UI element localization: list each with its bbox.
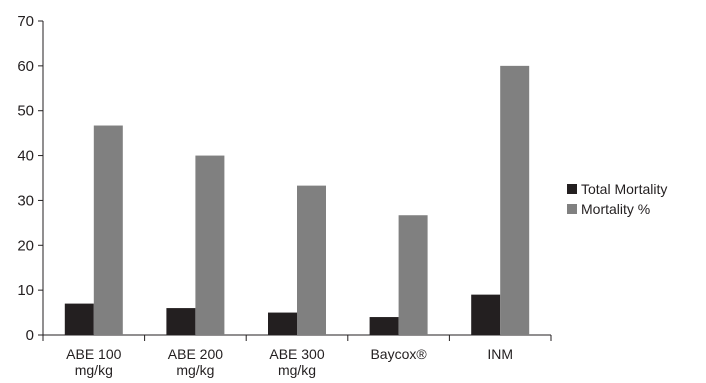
- legend-swatch: [567, 204, 577, 214]
- y-tick-label: 50: [17, 103, 34, 120]
- x-category-label-line: ABE 100: [66, 346, 121, 362]
- x-category-label-line: mg/kg: [75, 362, 113, 378]
- bar: [500, 65, 530, 335]
- x-category-label-line: mg/kg: [176, 362, 214, 378]
- bar: [93, 125, 123, 335]
- x-category-label: ABE 100 mg/kg: [66, 346, 121, 378]
- x-category-label: Baycox®: [370, 346, 427, 362]
- x-category-label-line: Baycox®: [370, 346, 427, 362]
- y-tick-label: 30: [17, 192, 34, 209]
- bars: [64, 65, 530, 335]
- x-category-label-line: ABE 300: [269, 346, 324, 362]
- x-category-label-line: ABE 200: [168, 346, 223, 362]
- x-category-label: INM: [487, 346, 513, 362]
- bar: [64, 303, 94, 335]
- y-axis: 0 10 20 30 40 50 60 70: [17, 13, 44, 344]
- legend-swatch: [567, 184, 577, 194]
- y-tick-label: 0: [26, 327, 34, 344]
- x-category-label: ABE 300 mg/kg: [269, 346, 324, 378]
- x-category-label: ABE 200 mg/kg: [168, 346, 223, 378]
- legend: Total Mortality Mortality %: [567, 181, 667, 217]
- legend-label: Total Mortality: [581, 181, 667, 197]
- bar: [369, 317, 399, 335]
- y-tick-label: 10: [17, 282, 34, 299]
- x-category-label-line: mg/kg: [278, 362, 316, 378]
- y-tick-label: 40: [17, 148, 34, 165]
- bar: [471, 294, 501, 335]
- y-tick-label: 70: [17, 13, 34, 30]
- bar: [268, 312, 297, 335]
- y-tick-label: 20: [17, 237, 34, 254]
- legend-label: Mortality %: [581, 201, 650, 217]
- y-tick-label: 60: [17, 58, 34, 75]
- bar: [195, 155, 225, 335]
- bar: [166, 308, 196, 335]
- x-category-label-line: INM: [487, 346, 513, 362]
- bar: [297, 185, 326, 335]
- bar: [398, 215, 428, 335]
